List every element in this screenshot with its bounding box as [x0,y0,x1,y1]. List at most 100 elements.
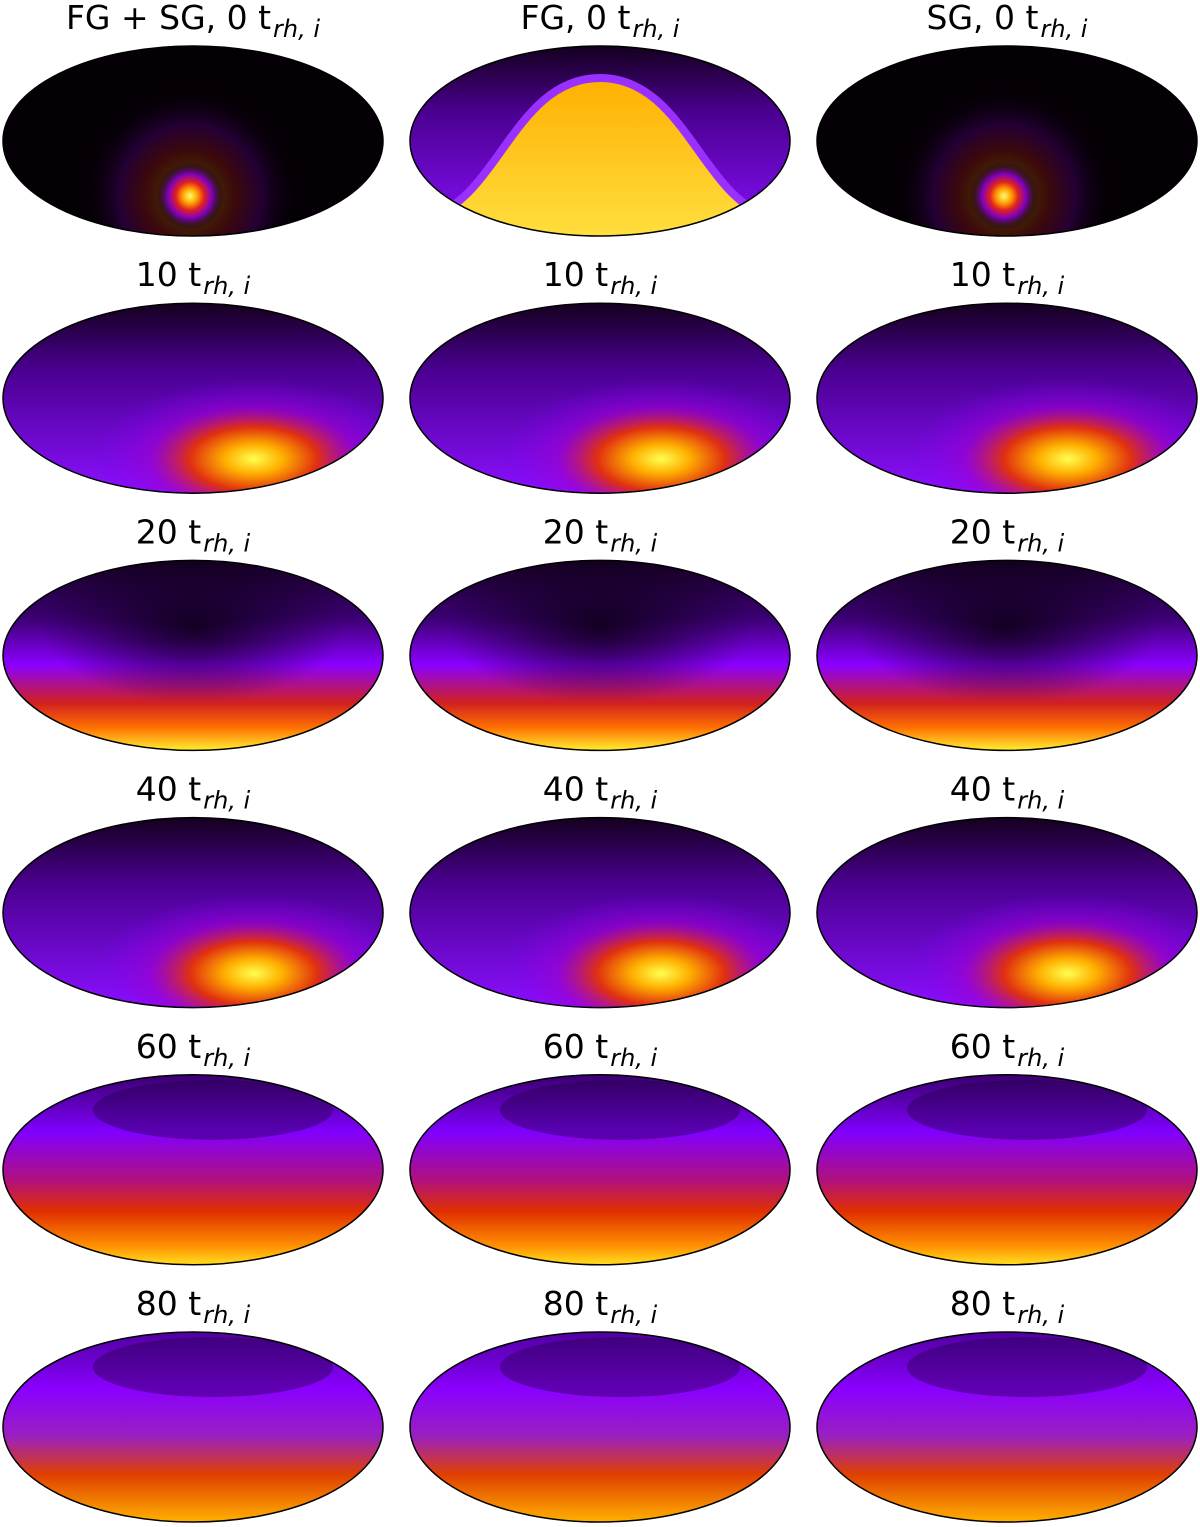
panel-title: 40 trh, i [136,770,251,815]
bright-spot [970,162,1038,230]
title-subscript: rh, i [1017,1044,1064,1072]
panel-title: 40 trh, i [950,770,1065,815]
sky-map [2,45,384,237]
title-main: 10 t [136,255,201,294]
map-fill [817,1332,1197,1522]
map-fill [410,46,790,236]
map-fill [817,560,1197,751]
title-main: 60 t [136,1027,201,1066]
map-outline [816,45,1198,237]
map-fill [817,817,1197,1008]
panel-title: 10 trh, i [136,255,251,300]
sky-map [2,816,384,1009]
title-main: 10 t [950,255,1015,294]
sky-map [409,1331,791,1523]
map-outline [2,1074,384,1266]
map-fill [3,303,383,494]
title-main: 80 t [950,1284,1015,1323]
map-fill [410,560,790,751]
title-main: 80 t [136,1284,201,1323]
title-subscript: rh, i [273,15,320,43]
map-outline [409,1074,791,1266]
map-outline [409,302,791,494]
panel-title: FG, 0 trh, i [521,0,680,43]
sky-map [816,1074,1198,1266]
dark-top [907,1337,1147,1397]
glow [3,817,383,1008]
glow [410,817,790,1008]
map-outline [409,816,791,1009]
title-main: FG, 0 t [521,0,631,37]
panel-title: 60 trh, i [543,1027,658,1072]
title-subscript: rh, i [1017,529,1064,557]
map-fill [817,1074,1197,1265]
dark-top [500,1079,740,1140]
panel-title: 20 trh, i [950,512,1065,557]
map-outline [409,45,791,237]
sky-map [816,816,1198,1009]
sky-map [409,302,791,494]
panel-title: SG, 0 trh, i [927,0,1088,43]
sky-map [816,1331,1198,1523]
map-fill [817,303,1197,494]
title-subscript: rh, i [203,1044,250,1072]
title-subscript: rh, i [203,1301,250,1329]
title-subscript: rh, i [610,1301,657,1329]
title-subscript: rh, i [203,787,250,815]
sky-map [409,816,791,1009]
dark-top [907,1079,1147,1140]
sky-map [816,559,1198,752]
map-background [3,1332,383,1522]
map-outline [816,1331,1198,1523]
map-fill [817,46,1197,236]
dark-center [3,560,383,751]
map-background [410,1332,790,1522]
dark-top [500,1337,740,1397]
sky-map [816,302,1198,494]
map-background [410,1074,790,1265]
panel-title: 20 trh, i [543,512,658,557]
panel-title: 80 trh, i [950,1284,1065,1329]
map-outline [2,1331,384,1523]
map-background [817,1332,1197,1522]
map-outline [816,816,1198,1009]
panel-title: 10 trh, i [950,255,1065,300]
sky-map [816,45,1198,237]
map-fill [410,1332,790,1522]
panel-title: 10 trh, i [543,255,658,300]
sky-map [2,302,384,494]
title-subscript: rh, i [632,15,679,43]
dark-top [93,1079,333,1140]
title-subscript: rh, i [203,529,250,557]
dome [418,73,782,236]
title-subscript: rh, i [1017,787,1064,815]
title-subscript: rh, i [203,272,250,300]
title-main: 80 t [543,1284,608,1323]
panel-title: 40 trh, i [543,770,658,815]
title-main: 40 t [950,770,1015,809]
map-fill [3,46,383,236]
title-subscript: rh, i [1017,1301,1064,1329]
map-outline [2,816,384,1009]
sky-map [409,1074,791,1266]
bright-spot [156,162,224,230]
map-fill [410,817,790,1008]
glow [817,303,1197,494]
title-subscript: rh, i [610,529,657,557]
sky-map [409,45,791,237]
panel-title: 80 trh, i [543,1284,658,1329]
title-main: 20 t [543,512,608,551]
title-main: 20 t [136,512,201,551]
title-main: 10 t [543,255,608,294]
dark-center [817,560,1197,751]
sky-map [2,1074,384,1266]
title-subscript: rh, i [1040,15,1087,43]
sky-map [409,559,791,752]
panel-title: 60 trh, i [136,1027,251,1072]
panel-title: FG + SG, 0 trh, i [66,0,320,43]
map-fill [410,303,790,494]
map-outline [409,1331,791,1523]
map-fill [3,1332,383,1522]
title-main: 40 t [543,770,608,809]
